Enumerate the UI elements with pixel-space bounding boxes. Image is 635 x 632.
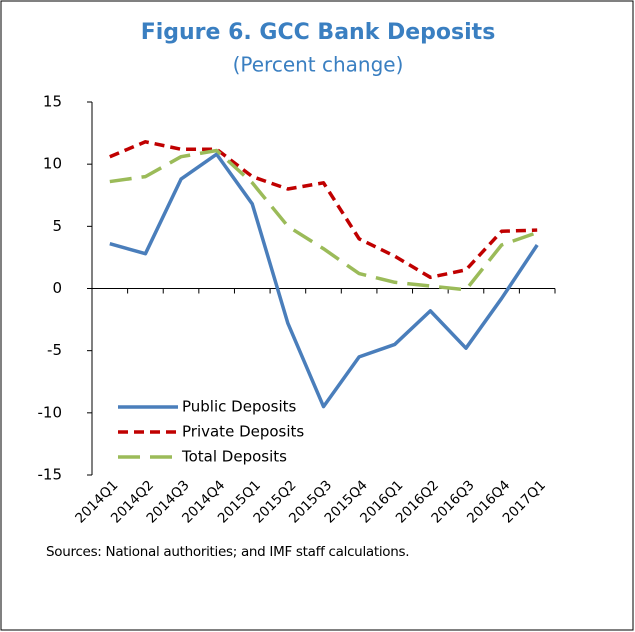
legend-label: Public Deposits [182,398,297,416]
legend-label: Total Deposits [181,448,287,466]
y-tick-label: 0 [52,279,62,297]
y-tick-label: -15 [38,466,63,484]
series-line [109,140,538,280]
chart-title: Figure 6. GCC Bank Deposits [141,20,496,45]
series-line [109,152,539,409]
source-note: Sources: National authorities; and IMF s… [46,544,409,560]
y-tick-label: -5 [47,341,62,359]
y-tick-label: 15 [43,93,62,111]
y-tick-label: -10 [38,403,63,421]
chart-subtitle: (Percent change) [233,53,404,77]
series-line [109,148,538,292]
legend-label: Private Deposits [182,423,304,441]
y-tick-label: 10 [43,155,62,173]
y-tick-label: 5 [52,217,62,235]
